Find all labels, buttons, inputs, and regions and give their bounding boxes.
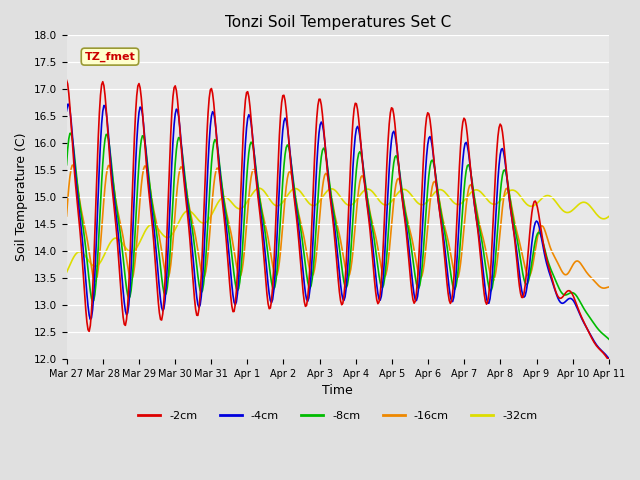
Y-axis label: Soil Temperature (C): Soil Temperature (C) xyxy=(15,133,28,262)
X-axis label: Time: Time xyxy=(323,384,353,397)
Title: Tonzi Soil Temperatures Set C: Tonzi Soil Temperatures Set C xyxy=(225,15,451,30)
Text: TZ_fmet: TZ_fmet xyxy=(84,51,135,62)
Legend: -2cm, -4cm, -8cm, -16cm, -32cm: -2cm, -4cm, -8cm, -16cm, -32cm xyxy=(134,407,541,425)
